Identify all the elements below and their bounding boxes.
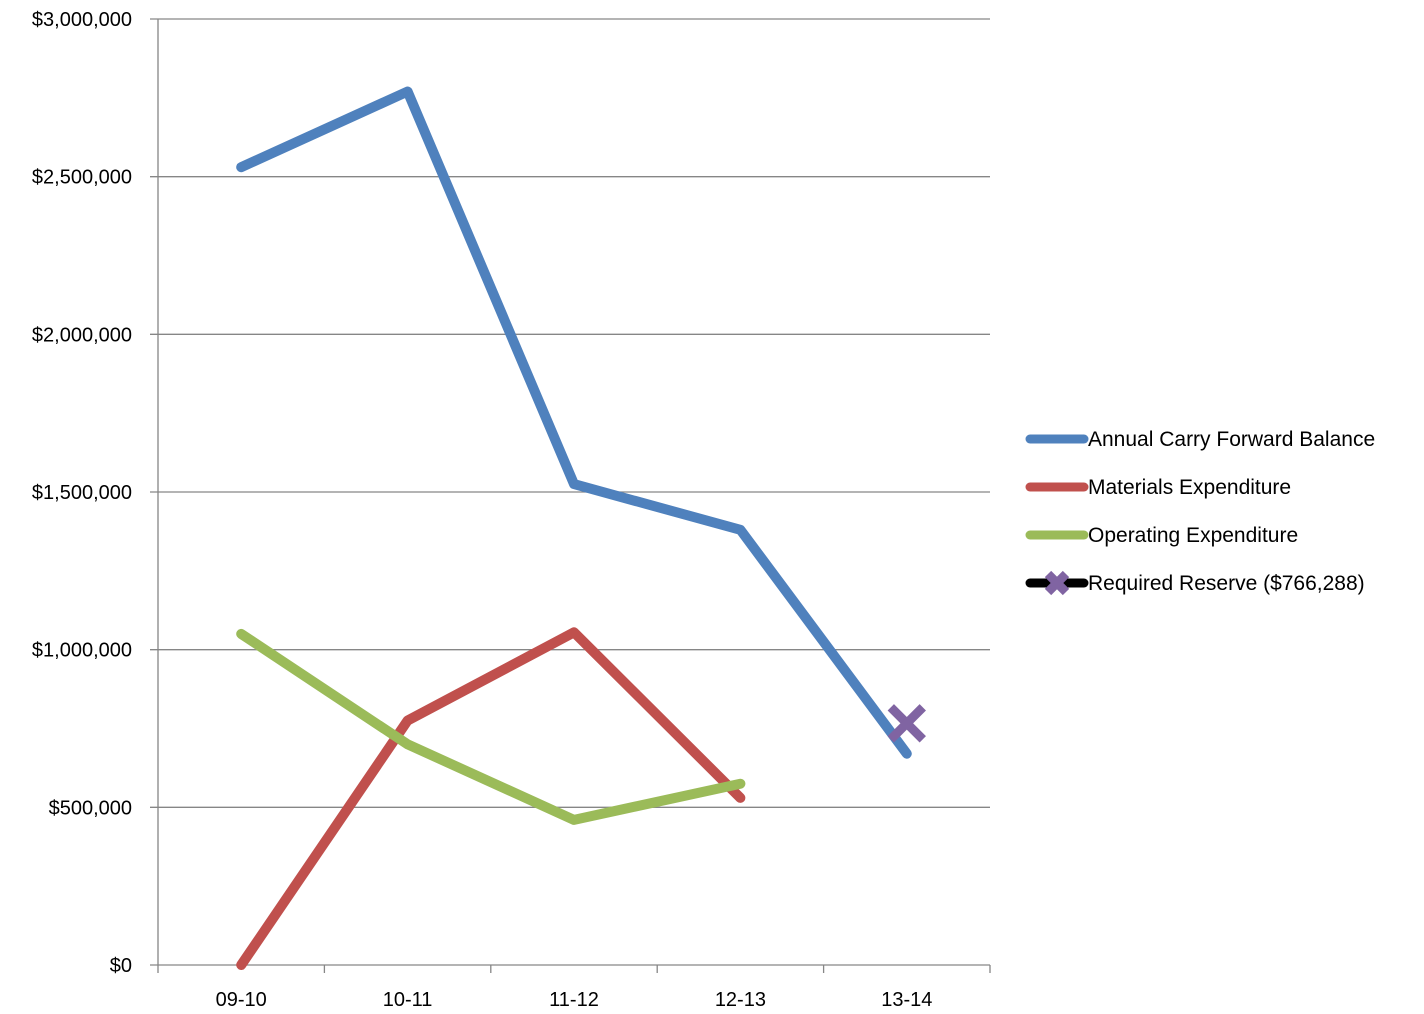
y-tick-label: $1,500,000 <box>32 482 132 504</box>
legend-item: Materials Expenditure <box>1025 476 1291 499</box>
series-line-1 <box>236 627 746 970</box>
x-tick-label: 12-13 <box>715 989 766 1011</box>
y-tick-label: $1,000,000 <box>32 640 132 662</box>
series-line-2 <box>236 628 746 825</box>
y-tick-label: $0 <box>110 955 132 977</box>
y-tick-label: $500,000 <box>49 797 132 819</box>
legend-x-marker-icon <box>1044 570 1070 596</box>
x-marker-icon <box>887 704 926 743</box>
x-tick-label: 09-10 <box>216 989 267 1011</box>
gridlines <box>150 18 990 966</box>
axes: $0 $500,000 $1,000,000 $1,500,000 $2,000,000… <box>32 9 991 1011</box>
legend-item: Annual Carry Forward Balance <box>1025 428 1375 451</box>
series-line-0 <box>236 86 912 759</box>
series-lines <box>236 86 912 970</box>
y-tick-label: $2,500,000 <box>32 167 132 189</box>
markers <box>887 704 926 743</box>
legend-item: Required Reserve ($766,288) <box>1025 570 1365 596</box>
x-tick-label: 13-14 <box>881 989 932 1011</box>
legend-label: Operating Expenditure <box>1088 524 1298 547</box>
y-tick-label: $3,000,000 <box>32 9 132 31</box>
y-tick-label: $2,000,000 <box>32 324 132 346</box>
x-tick-label: 10-11 <box>383 989 433 1011</box>
x-tick-label: 11-12 <box>549 989 599 1011</box>
legend-label: Materials Expenditure <box>1088 476 1291 499</box>
legend-label: Required Reserve ($766,288) <box>1088 572 1365 595</box>
legend-item: Operating Expenditure <box>1025 524 1298 547</box>
legend-label: Annual Carry Forward Balance <box>1088 428 1375 451</box>
legend: Annual Carry Forward Balance Materials Ex… <box>1025 428 1375 596</box>
